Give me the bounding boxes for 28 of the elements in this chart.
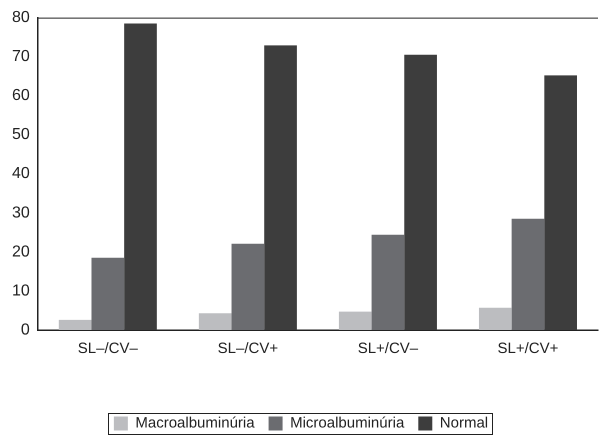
bar bbox=[478, 308, 512, 330]
bar bbox=[58, 320, 92, 330]
y-tick-label: 20 bbox=[12, 243, 30, 260]
legend-label: Macroalbuminúria bbox=[135, 414, 256, 432]
bar bbox=[91, 258, 124, 330]
y-tick-label: 70 bbox=[12, 48, 30, 66]
bar bbox=[372, 234, 404, 330]
bar bbox=[232, 244, 264, 330]
y-tick-label: 10 bbox=[12, 282, 30, 300]
y-tick-label: 0 bbox=[20, 321, 30, 338]
legend-label: Microalbuminúria bbox=[290, 414, 405, 432]
y-tick-label: 60 bbox=[12, 87, 30, 104]
legend-label: Normal bbox=[440, 414, 488, 432]
bar bbox=[512, 218, 544, 330]
bar bbox=[124, 23, 157, 330]
bar bbox=[338, 312, 372, 330]
x-tick-label: SL+/CV+ bbox=[498, 340, 559, 358]
x-tick-label: SL–/CV– bbox=[78, 340, 138, 358]
bar bbox=[264, 45, 297, 330]
y-tick-label: 50 bbox=[12, 126, 30, 144]
x-tick-label: SL+/CV– bbox=[358, 340, 419, 358]
bar bbox=[404, 54, 437, 330]
bar bbox=[544, 75, 577, 330]
x-tick-label: SL–/CV+ bbox=[218, 340, 278, 358]
y-tick-label: 80 bbox=[12, 9, 30, 26]
y-tick-label: 40 bbox=[12, 165, 30, 182]
y-tick-label: 30 bbox=[12, 204, 30, 222]
bar bbox=[198, 313, 232, 330]
